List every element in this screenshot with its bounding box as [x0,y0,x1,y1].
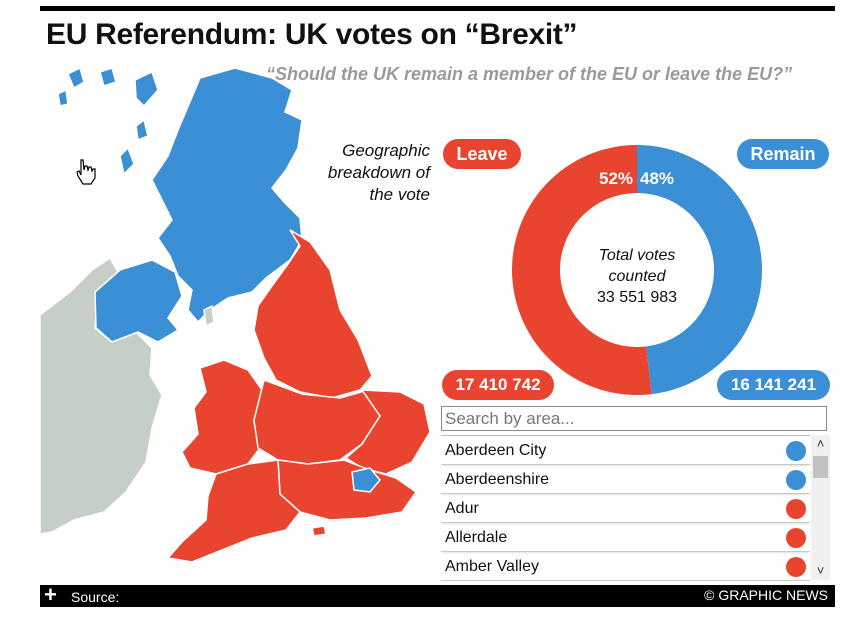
top-rule [40,6,835,11]
leave-total-badge: 17 410 742 [442,370,554,400]
map-caption-line: Geographic [342,141,430,160]
map-region-isle-of-wight [311,525,327,537]
map-region-east-england[interactable] [344,389,431,475]
area-search-input[interactable] [441,406,827,431]
area-list[interactable]: Aberdeen City Aberdeenshire Adur Allerda… [441,435,810,581]
map-region-orkney [57,66,117,107]
plus-icon[interactable]: + [44,582,57,607]
remain-total-badge: 16 141 241 [717,370,830,400]
area-list-item[interactable]: Aberdeen City [441,436,810,465]
map-region-scotland[interactable] [151,67,303,324]
area-list-item[interactable]: Allerdale [441,523,810,552]
map-region-isle-of-man [203,304,215,328]
map-region-northern-ireland[interactable] [94,259,183,343]
scrollbar-thumb[interactable] [813,456,828,478]
donut-slice-leave[interactable] [512,145,652,395]
list-scrollbar[interactable]: ˄ ˅ [811,435,830,580]
legend-remain-badge: Remain [737,139,829,169]
vote-donut-chart: 52% 48% Total votes counted 33 551 983 [512,145,763,395]
result-dot-icon [786,441,806,461]
percent-label-leave: 52% [599,169,633,188]
footer-bar: + Source: © GRAPHIC NEWS [40,582,835,607]
donut-slice-remain[interactable] [637,145,763,395]
map-region-london[interactable] [351,467,381,493]
map-caption-line: the vote [369,185,431,204]
result-dot-icon [786,470,806,490]
uk-map[interactable] [40,60,440,580]
legend-leave-badge: Leave [443,139,521,169]
hand-cursor-icon [76,159,96,185]
result-dot-icon [786,499,806,519]
result-dot-icon [786,557,806,577]
total-votes-value: 33 551 983 [597,289,677,306]
percent-label-remain: 48% [640,169,674,188]
page-title: EU Referendum: UK votes on “Brexit” [46,18,578,51]
map-region-south-west[interactable] [166,459,302,563]
area-list-item[interactable]: Amber Valley [441,552,810,581]
credit-label: © GRAPHIC NEWS [704,587,828,603]
map-region-wales[interactable] [181,359,263,475]
area-list-item[interactable]: Aberdeenshire [441,465,810,494]
map-caption: Geographic breakdown of the vote [300,140,430,206]
map-region-north-england[interactable] [253,229,373,399]
map-region-midlands[interactable] [253,379,381,465]
area-name: Allerdale [445,529,508,546]
area-name: Amber Valley [445,558,539,575]
chevron-up-icon[interactable]: ˄ [816,436,825,451]
map-caption-line: breakdown of [327,163,430,182]
source-label: Source: [71,589,120,605]
area-name: Aberdeen City [445,442,547,459]
area-list-item[interactable]: Adur [441,494,810,523]
chevron-down-icon[interactable]: ˅ [816,563,825,578]
area-name: Aberdeenshire [445,471,550,488]
map-region-ireland [40,256,163,535]
result-dot-icon [786,528,806,548]
map-region-hebrides [119,70,159,176]
center-label-line: counted [609,268,667,285]
center-label-line: Total votes [599,247,676,264]
referendum-question: “Should the UK remain a member of the EU… [266,64,793,84]
area-name: Adur [445,500,479,517]
